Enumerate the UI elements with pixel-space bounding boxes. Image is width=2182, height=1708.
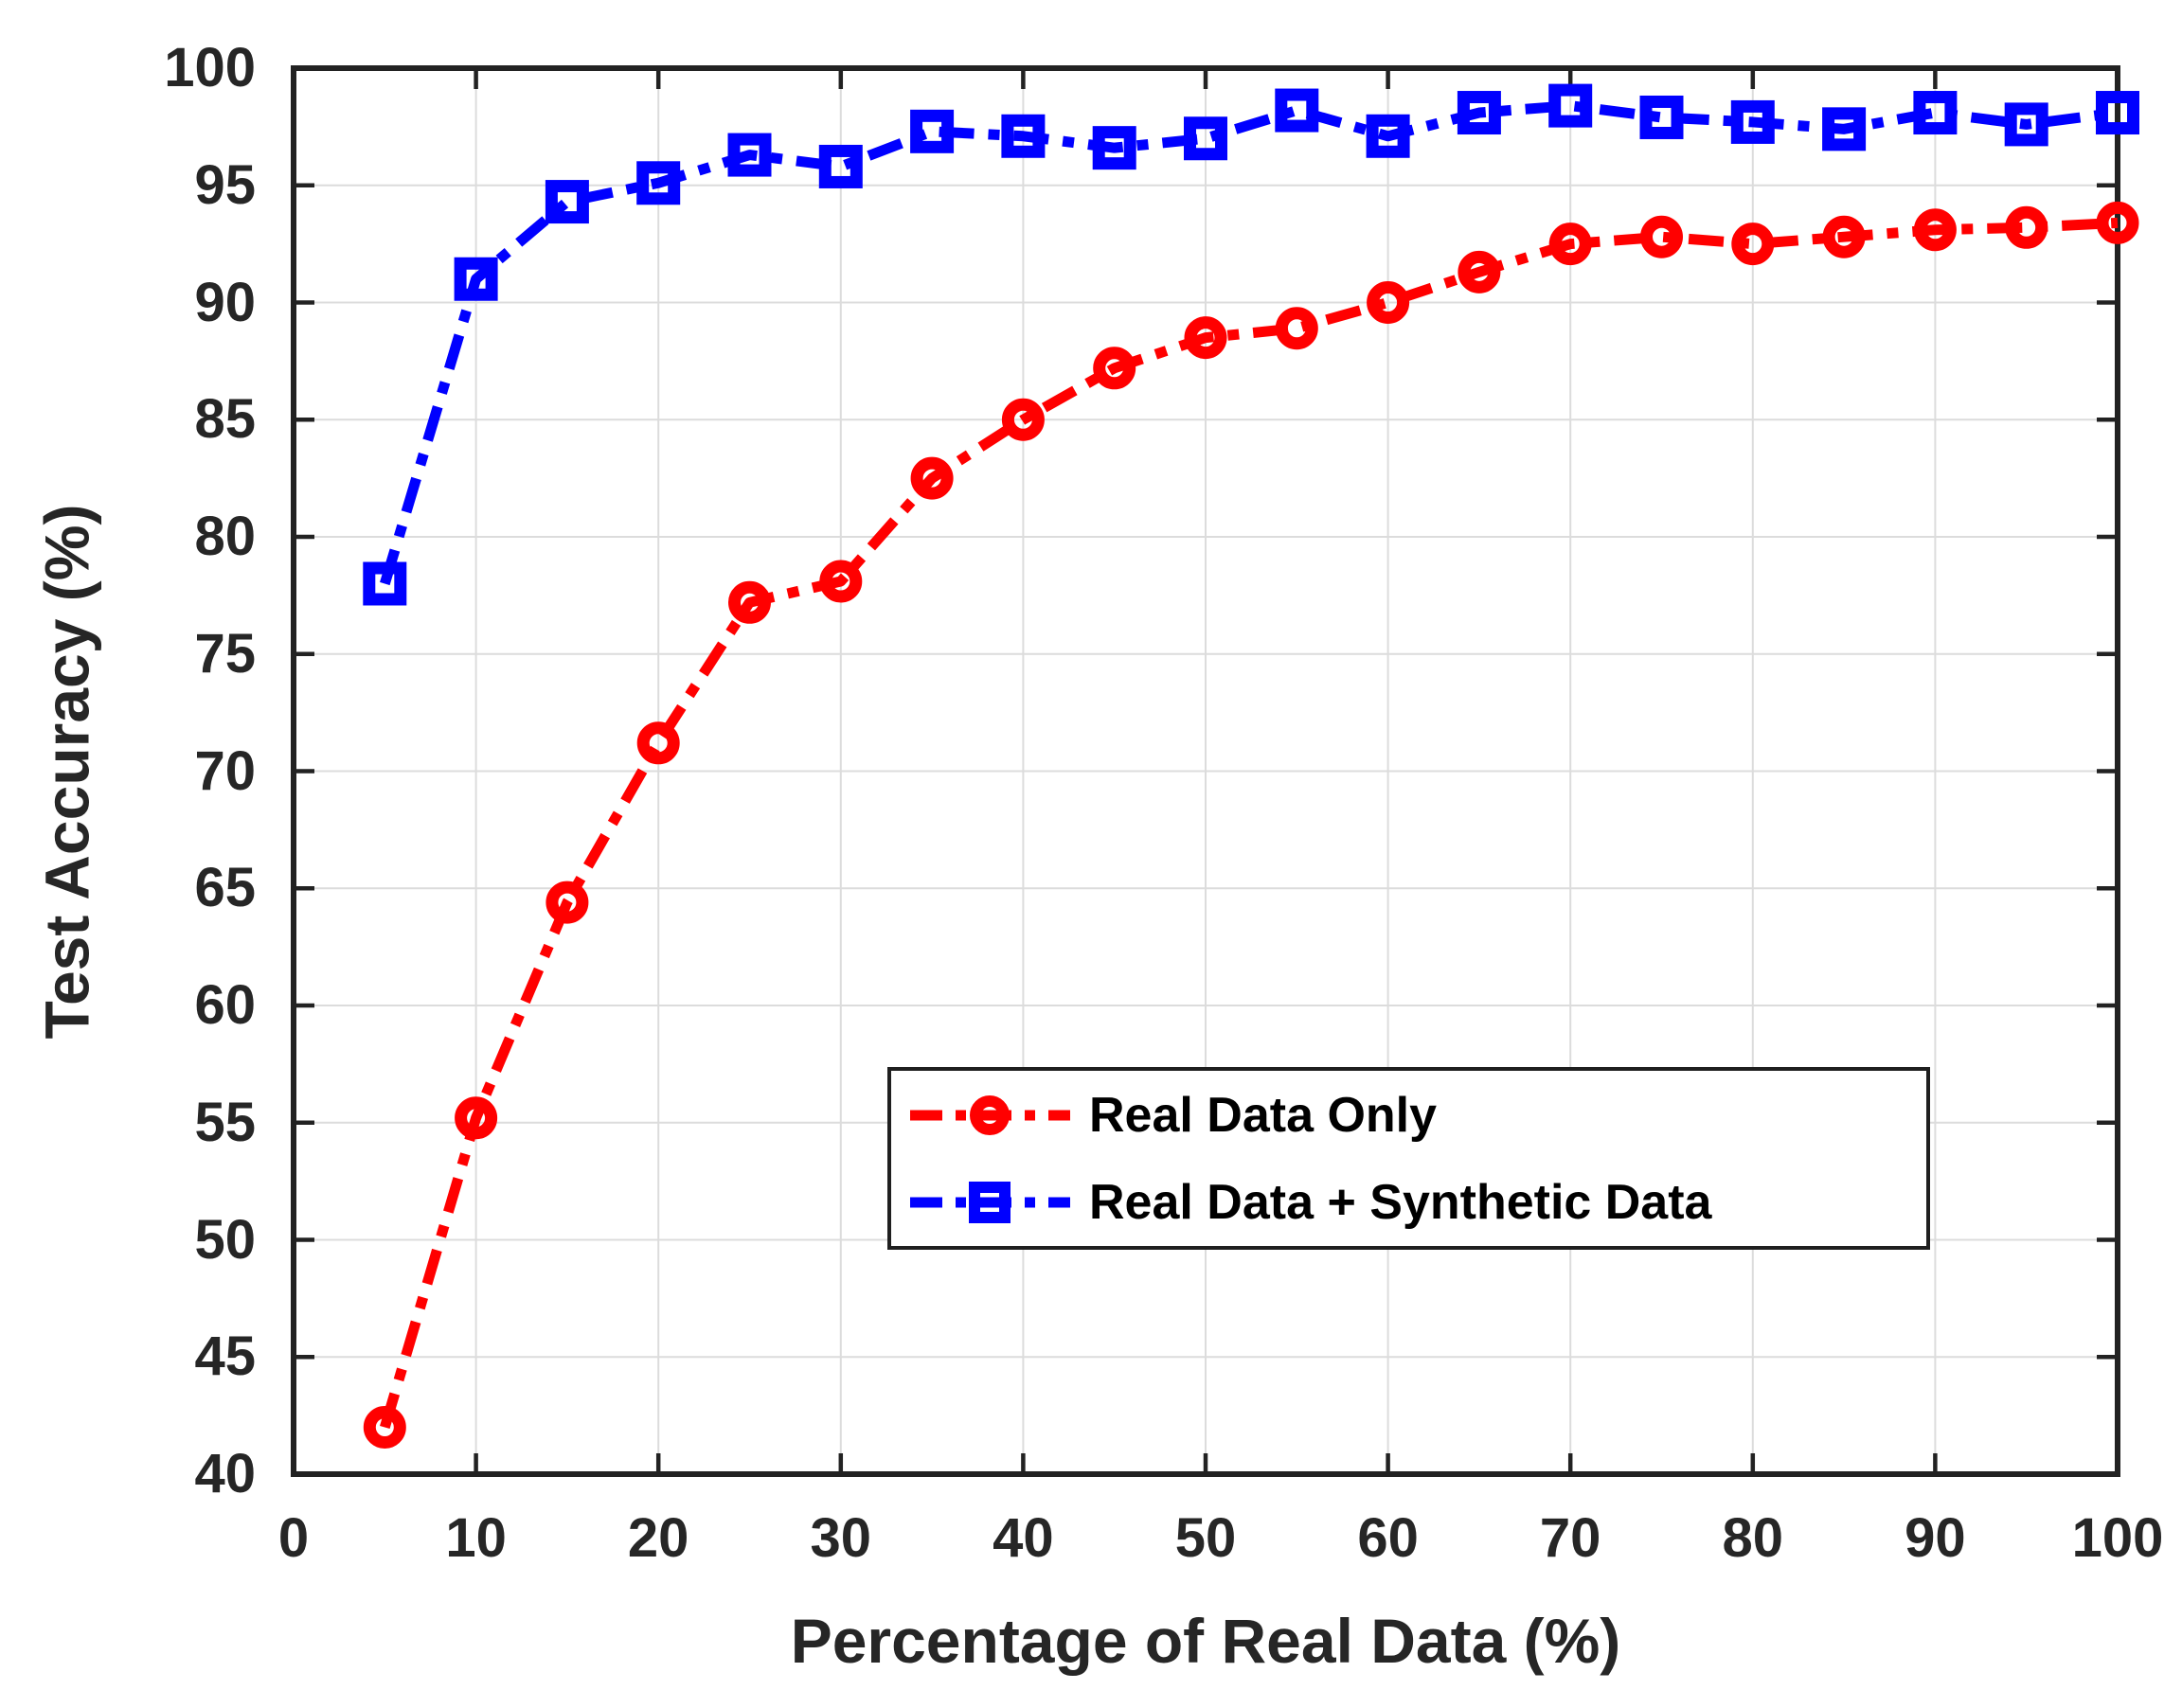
marker-square-real-data-synthetic-data-x65 [1457, 91, 1501, 135]
legend-circle-marker-icon [970, 1094, 1010, 1135]
marker-square-real-data-synthetic-data-x55 [1275, 88, 1319, 133]
y-tick-label-50: 50 [194, 1208, 256, 1271]
y-tick-label-90: 90 [194, 271, 256, 333]
marker-square-real-data-synthetic-data-x10 [454, 257, 498, 301]
marker-circle-real-data-only-x45 [1093, 347, 1136, 390]
x-tick-label-40: 40 [993, 1507, 1054, 1569]
marker-circle-real-data-only-x90 [1913, 208, 1957, 252]
marker-square-real-data-synthetic-data-x40 [1001, 114, 1046, 158]
legend-item-real-data-only: Real Data Only [906, 1078, 1926, 1152]
x-tick-label-90: 90 [1905, 1507, 1966, 1569]
marker-circle-real-data-only-x55 [1275, 307, 1318, 350]
marker-square-real-data-synthetic-data-x15 [545, 180, 589, 224]
y-tick-label-70: 70 [194, 739, 256, 802]
y-tick-label-80: 80 [194, 506, 256, 567]
legend-sample-red-dashdot-circle [910, 1094, 1070, 1135]
y-tick-label-45: 45 [194, 1325, 256, 1388]
x-tick-label-50: 50 [1174, 1507, 1237, 1569]
y-tick-label-55: 55 [194, 1091, 256, 1153]
x-tick-label-10: 10 [445, 1507, 507, 1569]
marker-circle-real-data-only-x35 [910, 456, 954, 500]
y-tick-label-60: 60 [194, 974, 256, 1036]
marker-square-real-data-synthetic-data-x25 [727, 133, 772, 177]
x-tick-label-60: 60 [1357, 1507, 1419, 1569]
marker-circle-real-data-only-x75 [1640, 215, 1683, 258]
marker-circle-real-data-only-x80 [1731, 222, 1775, 266]
marker-circle-real-data-only-x25 [728, 580, 771, 624]
y-tick-label-100: 100 [164, 37, 256, 98]
marker-circle-real-data-only-x95 [2005, 205, 2048, 249]
marker-square-real-data-synthetic-data-x75 [1639, 95, 1684, 139]
legend: Real Data Only Real Data + Synthetic Dat… [887, 1067, 1930, 1250]
legend-label-real-data-only: Real Data Only [1089, 1087, 1438, 1143]
marker-circle-real-data-only-x100 [2096, 201, 2139, 244]
marker-square-real-data-synthetic-data-x35 [910, 109, 955, 153]
marker-circle-real-data-only-x50 [1184, 316, 1227, 360]
legend-sample-blue-dashdot-square [910, 1181, 1070, 1223]
marker-circle-real-data-only-x20 [636, 721, 680, 765]
legend-label-real-plus-synthetic: Real Data + Synthetic Data [1089, 1174, 1712, 1230]
marker-circle-real-data-only-x15 [546, 881, 589, 924]
marker-square-real-data-synthetic-data-x5 [363, 561, 407, 606]
y-tick-label-85: 85 [194, 388, 256, 451]
y-tick-label-40: 40 [194, 1443, 256, 1504]
series-line-real-data-only [380, 217, 2119, 1430]
marker-square-real-data-synthetic-data-x90 [1913, 91, 1958, 135]
marker-square-real-data-synthetic-data-x85 [1822, 107, 1867, 151]
y-tick-label-65: 65 [194, 857, 256, 919]
marker-square-real-data-synthetic-data-x70 [1548, 83, 1593, 128]
marker-circle-real-data-only-x60 [1367, 281, 1410, 324]
marker-square-real-data-synthetic-data-x80 [1730, 99, 1775, 144]
marker-square-real-data-synthetic-data-x60 [1366, 114, 1410, 158]
marker-circle-real-data-only-x10 [455, 1096, 498, 1140]
marker-circle-real-data-only-x85 [1822, 215, 1866, 258]
y-tick-label-75: 75 [194, 622, 256, 685]
y-tick-label-95: 95 [194, 153, 256, 216]
x-tick-label-30: 30 [810, 1507, 872, 1569]
marker-circle-real-data-only-x5 [363, 1406, 406, 1449]
marker-square-real-data-synthetic-data-x95 [2004, 102, 2048, 147]
marker-circle-real-data-only-x70 [1548, 222, 1592, 266]
legend-square-marker-icon [969, 1181, 1011, 1223]
x-tick-label-0: 0 [277, 1507, 310, 1569]
marker-square-real-data-synthetic-data-x100 [2096, 91, 2139, 135]
y-axis-label: Test Accuracy (%) [31, 504, 102, 1040]
marker-circle-real-data-only-x30 [819, 560, 863, 603]
x-tick-label-20: 20 [627, 1507, 689, 1569]
x-tick-label-70: 70 [1539, 1507, 1601, 1569]
marker-square-real-data-synthetic-data-x50 [1184, 116, 1227, 161]
legend-item-real-plus-synthetic: Real Data + Synthetic Data [906, 1165, 1926, 1239]
x-tick-label-80: 80 [1722, 1507, 1784, 1569]
x-axis-label: Percentage of Real Data (%) [790, 1606, 1621, 1676]
marker-square-real-data-synthetic-data-x20 [636, 161, 681, 205]
marker-square-real-data-synthetic-data-x30 [818, 144, 863, 188]
x-tick-label-100: 100 [2071, 1507, 2164, 1569]
marker-circle-real-data-only-x65 [1458, 250, 1501, 294]
marker-square-real-data-synthetic-data-x45 [1092, 126, 1136, 170]
marker-circle-real-data-only-x40 [1001, 398, 1045, 441]
